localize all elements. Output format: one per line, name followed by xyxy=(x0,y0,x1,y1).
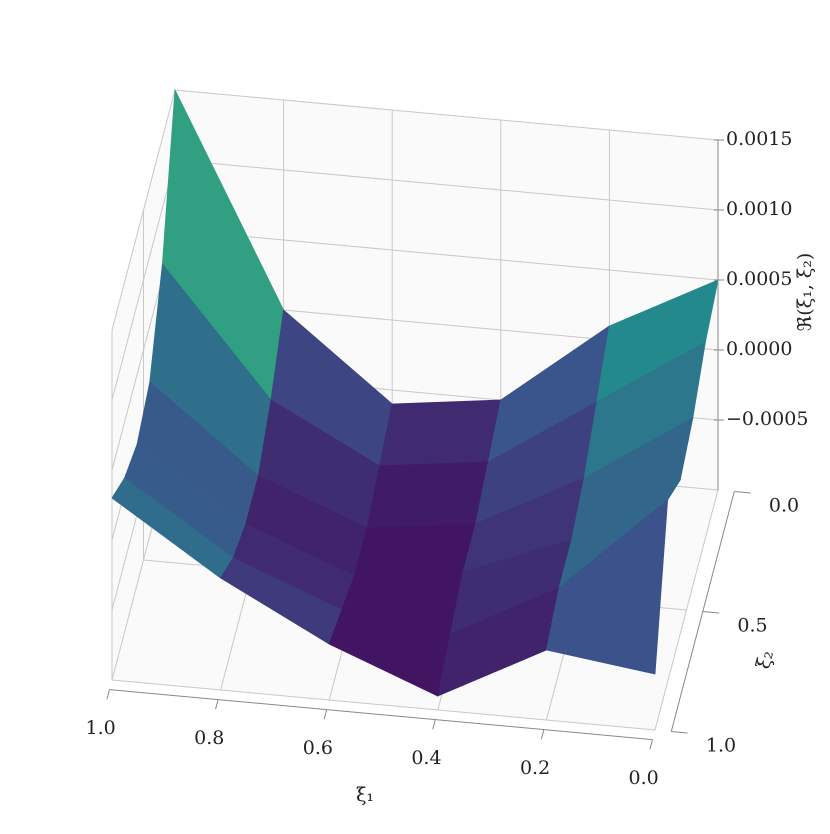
x-axis-label: ξ₁ xyxy=(356,784,374,806)
y-tick xyxy=(671,731,688,734)
z-tick-label: 0.0005 xyxy=(726,268,792,290)
y-tick xyxy=(734,491,751,494)
x-tick-label: 0.2 xyxy=(520,757,550,779)
x-tick xyxy=(215,699,219,710)
x-tick-label: 0.6 xyxy=(303,737,333,759)
z-tick-label: 0.0000 xyxy=(726,338,792,360)
surface-patch xyxy=(545,499,669,675)
grid-line xyxy=(111,679,656,731)
x-tick-label: 0.0 xyxy=(629,767,659,789)
z-tick-label: 0.0010 xyxy=(726,198,792,220)
x-tick xyxy=(432,719,436,730)
surface-patch xyxy=(379,399,502,467)
z-tick-label: −0.0005 xyxy=(726,408,808,430)
grid-line xyxy=(174,229,719,281)
x-tick xyxy=(649,739,653,750)
grid-line xyxy=(111,159,176,401)
x-tick xyxy=(106,689,110,700)
grid-line xyxy=(174,89,719,141)
grid-line xyxy=(174,159,719,211)
grid-line xyxy=(111,89,176,331)
y-tick xyxy=(702,611,720,614)
x-tick xyxy=(323,709,328,720)
x-tick-label: 1.0 xyxy=(86,717,116,739)
z-axis-label: ℜ(ξ₁, ξ₂) xyxy=(794,253,816,332)
y-tick-label: 0.0 xyxy=(769,495,799,517)
surface-patch xyxy=(366,461,489,529)
y-axis-label: ξ₂ xyxy=(752,648,778,671)
z-tick-label: 0.0015 xyxy=(726,128,792,150)
y-tick-label: 0.5 xyxy=(737,615,767,637)
x-tick xyxy=(540,729,545,740)
surface-patch xyxy=(353,523,477,577)
x-tick-label: 0.4 xyxy=(411,747,441,769)
y-tick-label: 1.0 xyxy=(706,735,736,757)
x-axis-line xyxy=(109,689,653,741)
x-tick-label: 0.8 xyxy=(194,727,224,749)
